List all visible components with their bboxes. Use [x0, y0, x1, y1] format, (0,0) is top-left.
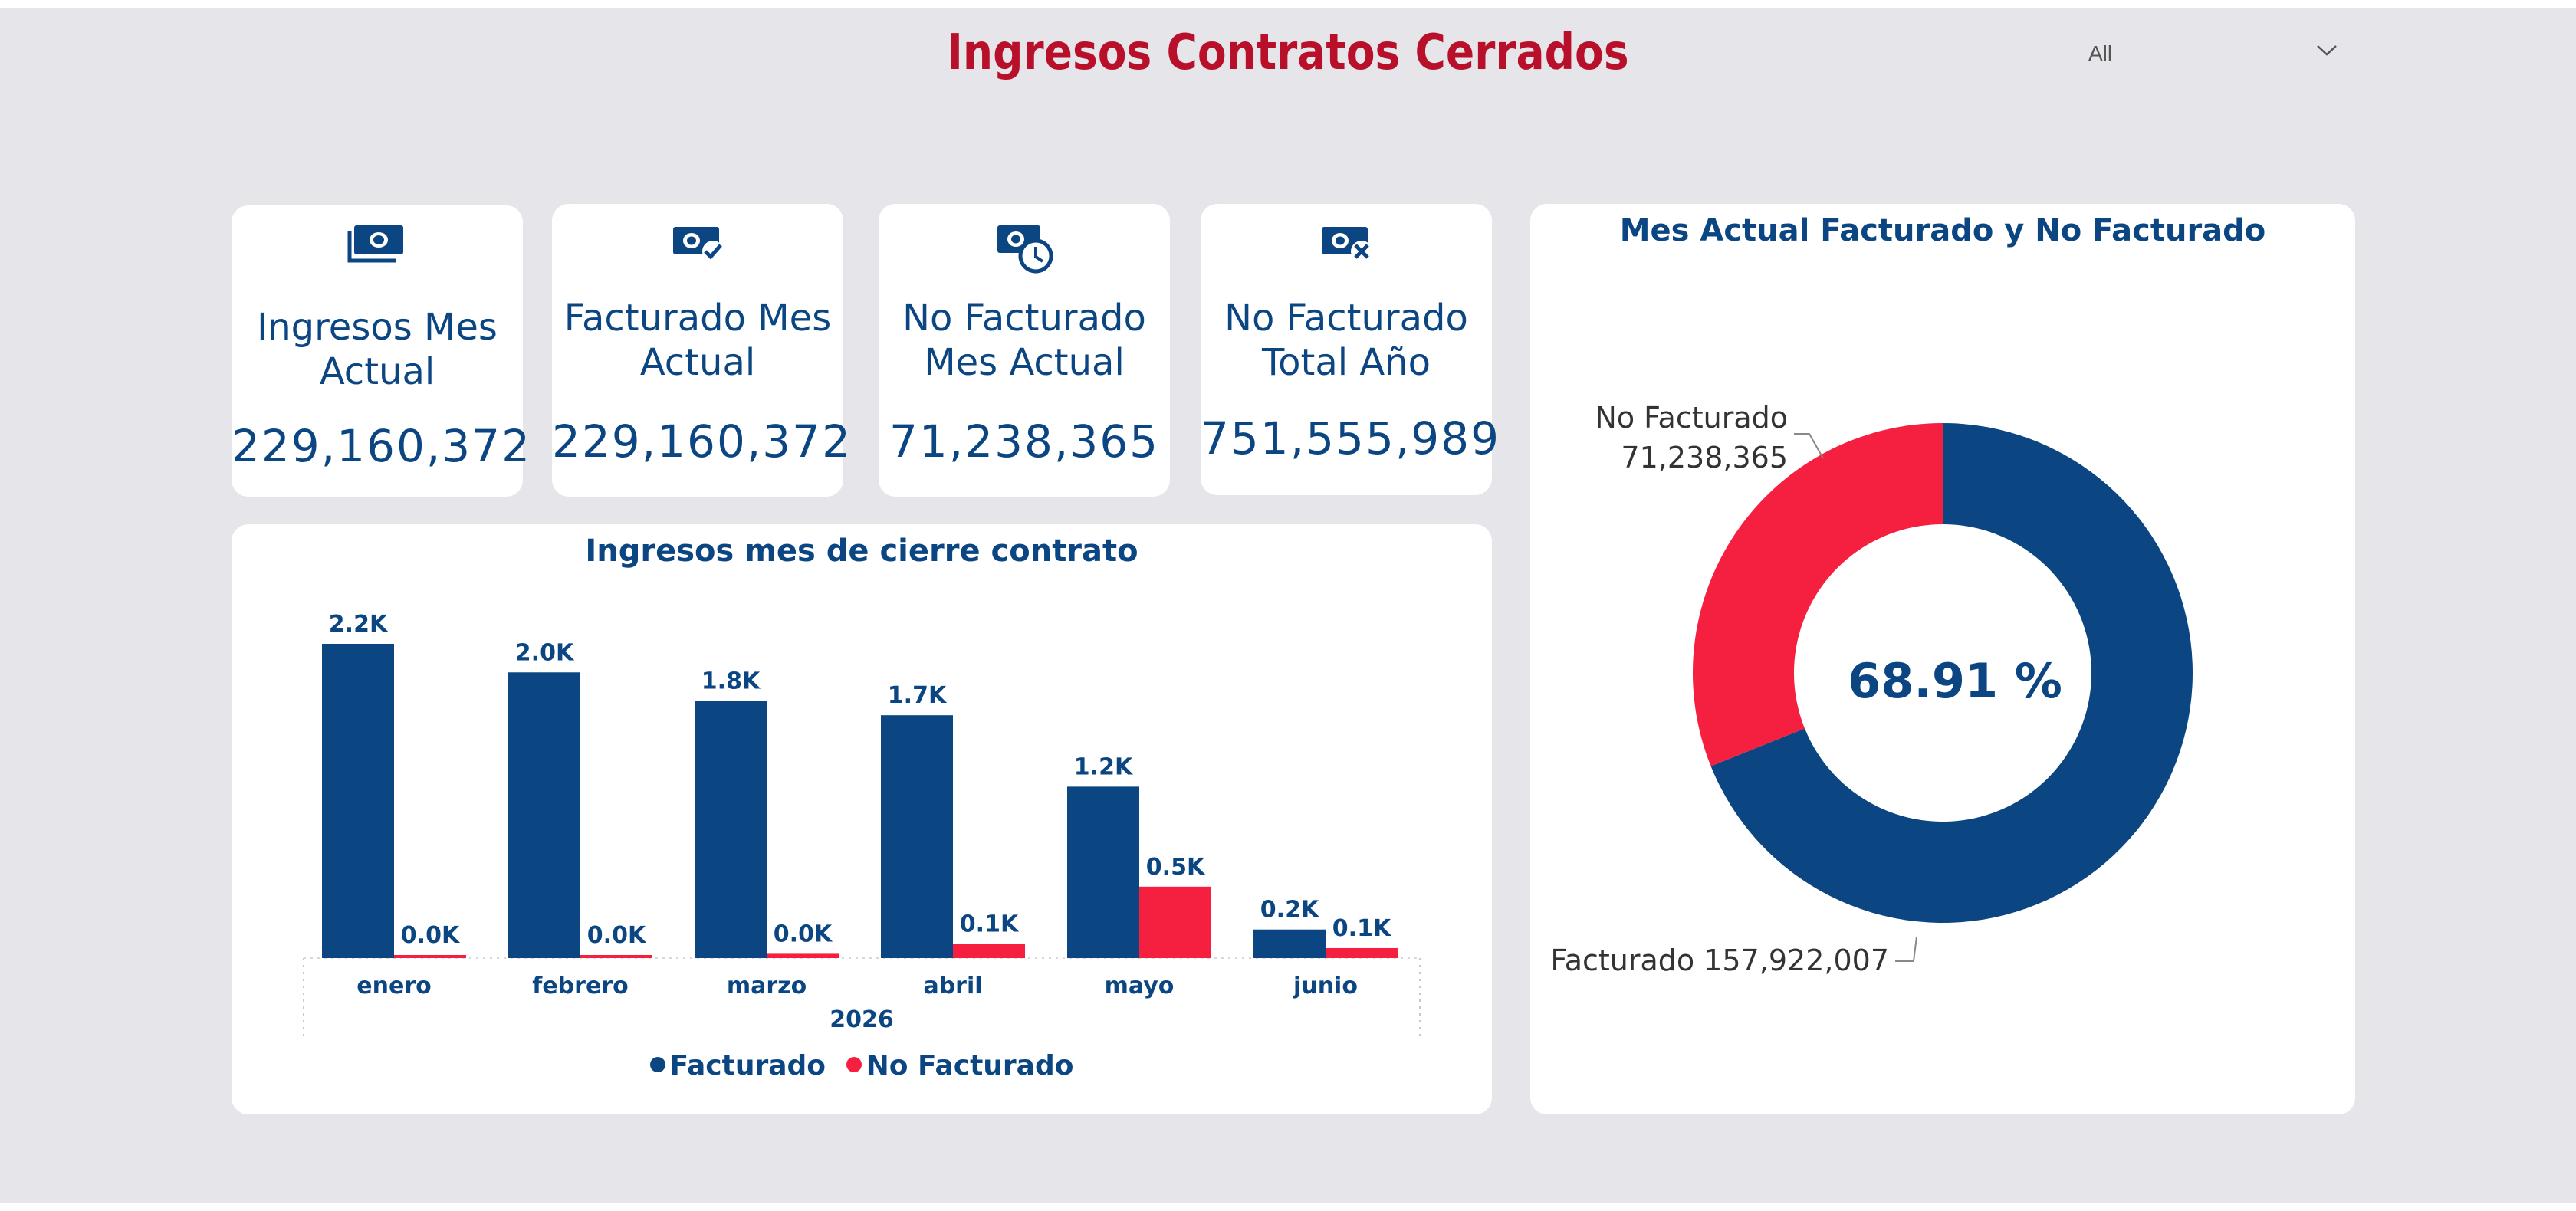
money-x-icon: [1201, 221, 1492, 282]
kpi-card-no-facturado-mes-actual: No Facturado Mes Actual 71,238,365: [879, 204, 1170, 497]
chevron-down-icon: [2317, 45, 2337, 56]
kpi-value: 229,160,372: [552, 415, 852, 468]
kpi-card-ingresos-mes-actual: Ingresos Mes Actual 229,160,372: [232, 205, 531, 497]
money-check-icon: [552, 221, 843, 282]
filter-dropdown[interactable]: All: [2085, 35, 2338, 74]
kpi-value: 751,555,989: [1201, 412, 1500, 464]
money-stack-icon: [232, 222, 523, 284]
donut-chart-title: Mes Actual Facturado y No Facturado: [1619, 213, 2266, 248]
kpi-card-facturado-mes-actual: Facturado Mes Actual 229,160,372: [552, 204, 852, 497]
kpi-label: No Facturado Total Año: [1224, 297, 1468, 384]
donut-chart-panel: [1530, 204, 2355, 1114]
bar-chart-legend: Facturado No Facturado: [232, 1050, 1492, 1081]
bar-chart-panel: [232, 524, 1492, 1114]
legend-label: Facturado: [669, 1050, 826, 1081]
legend-label: No Facturado: [866, 1050, 1074, 1081]
kpi-value: 71,238,365: [889, 415, 1160, 468]
kpi-value: 229,160,372: [232, 420, 531, 472]
kpi-label: Ingresos Mes Actual: [257, 306, 498, 393]
kpi-label: No Facturado Mes Actual: [902, 297, 1146, 384]
legend-item-facturado[interactable]: Facturado: [649, 1050, 826, 1081]
page-title: Ingresos Contratos Cerrados: [947, 25, 1629, 81]
bar-chart-title: Ingresos mes de cierre contrato: [585, 533, 1138, 569]
kpi-card-no-facturado-total-ano: No Facturado Total Año 751,555,989: [1201, 204, 1500, 495]
legend-item-no-facturado[interactable]: No Facturado: [846, 1050, 1074, 1081]
dashboard-canvas: Ingresos Contratos Cerrados All Ingresos…: [0, 8, 2576, 1203]
filter-dropdown-value: All: [2088, 41, 2113, 65]
money-clock-icon: [879, 221, 1170, 282]
kpi-label: Facturado Mes Actual: [564, 297, 832, 384]
